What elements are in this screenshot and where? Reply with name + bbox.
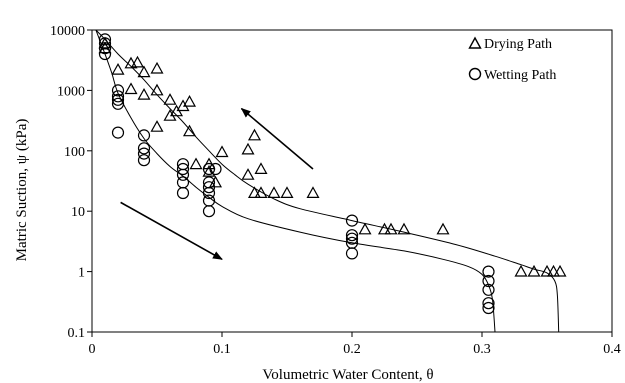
drying-point — [150, 120, 164, 132]
x-tick-label: 0.4 — [603, 342, 621, 357]
wetting-point — [98, 47, 112, 61]
y-tick-label: 10 — [71, 205, 85, 220]
drying-point — [163, 109, 177, 121]
drying-point — [247, 186, 262, 198]
wetting-point — [137, 142, 151, 155]
wetting-point — [345, 232, 359, 245]
wetting-point — [202, 162, 216, 176]
drying-point — [247, 128, 262, 141]
y-tick-label: 1 — [78, 266, 85, 281]
wetting-point — [137, 129, 151, 142]
y-tick-label: 0.1 — [68, 326, 86, 341]
wetting-point — [111, 93, 125, 106]
wetting-point — [482, 274, 495, 288]
wetting-point — [137, 154, 151, 167]
wetting-point — [111, 90, 125, 103]
drying-point — [189, 157, 203, 170]
drying-point — [182, 94, 197, 107]
wetting-point — [202, 181, 216, 194]
wetting-point — [111, 97, 125, 110]
drying-point — [137, 87, 151, 100]
drying-point — [514, 264, 528, 277]
legend: Drying Path Wetting Path — [468, 36, 556, 83]
drying-point — [527, 264, 541, 277]
y-axis-ticks: 0.1 1 10 100 1000 10000 — [50, 24, 92, 341]
legend-item-wetting: Wetting Path — [468, 67, 556, 83]
wetting-direction-arrow — [120, 201, 223, 260]
drying-point — [124, 82, 138, 95]
wetting-point — [176, 168, 190, 181]
y-tick-label: 10000 — [50, 24, 85, 39]
x-tick-label: 0.2 — [343, 342, 361, 357]
legend-label-drying: Drying Path — [484, 37, 552, 52]
drying-point — [306, 186, 320, 198]
x-axis-label: Volumetric Water Content, θ — [262, 367, 433, 383]
drying-point — [553, 264, 567, 277]
legend-circle-marker — [468, 67, 482, 81]
wetting-point — [111, 126, 125, 139]
x-tick-label: 0.3 — [473, 342, 491, 357]
drying-point — [241, 142, 255, 155]
wetting-point — [209, 162, 222, 176]
drying-point — [150, 83, 164, 96]
wetting-point — [98, 33, 112, 46]
drying-point — [130, 55, 145, 68]
wetting-fitted-curve — [95, 29, 496, 333]
drying-direction-arrow — [240, 107, 314, 170]
drying-fitted-curve — [95, 29, 560, 333]
wetting-point — [111, 84, 125, 97]
y-tick-label: 100 — [64, 145, 85, 160]
drying-point — [436, 222, 450, 235]
y-tick-label: 1000 — [57, 84, 85, 99]
drying-point — [358, 222, 372, 235]
wetting-point — [482, 297, 495, 310]
x-axis-ticks: 0 0.1 0.2 0.3 0.4 — [89, 332, 621, 357]
drying-point — [111, 62, 125, 75]
data-points — [98, 33, 567, 315]
y-axis-label: Matric Suction, ψ (kPa) — [14, 119, 30, 262]
drying-point — [397, 222, 411, 235]
drying-point — [384, 222, 398, 235]
drying-point — [546, 264, 561, 277]
drying-point — [163, 93, 177, 105]
legend-item-drying: Drying Path — [468, 36, 552, 52]
wetting-point — [176, 176, 190, 189]
drying-point — [137, 65, 151, 78]
wetting-point — [482, 265, 495, 278]
wetting-point — [345, 247, 359, 260]
drying-point — [280, 186, 294, 198]
legend-triangle-marker — [468, 36, 482, 49]
wetting-point — [176, 162, 190, 176]
drying-point — [540, 264, 554, 277]
wetting-point — [176, 186, 190, 200]
wetting-point — [345, 214, 359, 227]
wetting-point — [345, 229, 359, 242]
drying-point — [208, 175, 223, 188]
legend-label-wetting: Wetting Path — [484, 68, 556, 83]
drying-point — [377, 222, 392, 235]
drying-point — [254, 162, 268, 174]
drying-point — [215, 145, 229, 158]
drying-point — [182, 124, 197, 137]
wetting-point — [176, 158, 190, 171]
wetting-point — [137, 147, 151, 160]
x-tick-label: 0 — [89, 342, 96, 357]
wetting-point — [202, 186, 216, 200]
x-tick-label: 0.1 — [213, 342, 231, 357]
wetting-point — [482, 283, 495, 296]
drying-point — [241, 168, 255, 180]
drying-point — [150, 61, 164, 74]
drying-point — [202, 164, 216, 177]
wetting-point — [482, 301, 495, 315]
direction-arrows — [120, 107, 314, 260]
drying-point — [267, 186, 281, 198]
drying-point — [254, 186, 268, 198]
wetting-point — [98, 42, 112, 55]
wetting-point — [202, 205, 216, 218]
